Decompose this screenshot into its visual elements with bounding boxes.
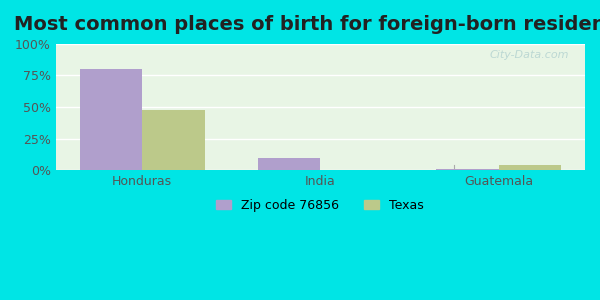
Title: Most common places of birth for foreign-born residents: Most common places of birth for foreign-…: [14, 15, 600, 34]
Bar: [436, 169, 499, 170]
Bar: [499, 165, 561, 170]
Bar: [320, 169, 383, 170]
Bar: [80, 69, 142, 170]
Bar: [142, 110, 205, 170]
Bar: [258, 158, 320, 170]
Text: City-Data.com: City-Data.com: [490, 50, 569, 60]
Legend: Zip code 76856, Texas: Zip code 76856, Texas: [211, 194, 429, 217]
